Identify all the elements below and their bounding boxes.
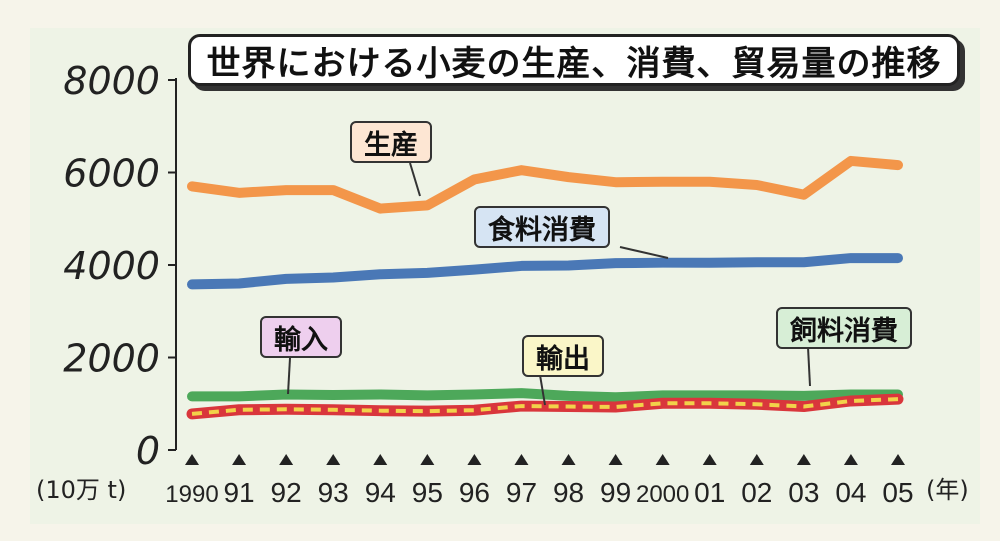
x-tick-marker [232,454,247,465]
chart-title: 世界における小麦の生産、消費、貿易量の推移 [188,34,960,86]
x-tick-label: 04 [835,477,866,508]
y-tick-label: 8000 [63,59,160,103]
y-tick-label: 2000 [63,337,160,381]
label-leader [409,162,421,197]
x-tick-marker [185,454,199,465]
label-leader [539,374,546,406]
x-tick-marker [655,454,670,465]
label-food-consumption: 食料消費 [474,206,610,248]
label-feed-consumption: 飼料消費 [776,307,912,349]
x-tick-label: 02 [741,477,772,508]
x-tick-label: 93 [318,477,349,508]
x-tick-marker [702,454,717,465]
x-tick-label: 05 [882,477,913,508]
x-tick-marker [843,454,858,465]
x-tick-marker [420,454,435,465]
series-line-0 [187,155,903,214]
x-tick-label: 95 [412,477,443,508]
x-tick-label: 94 [365,477,396,508]
unit-label: (10万 t) [36,476,126,504]
x-tick-marker [608,454,623,465]
x-tick-marker [749,454,764,465]
x-tick-label: 2000 [636,481,689,508]
x-tick-label: 99 [600,477,631,508]
x-tick-label: 96 [459,477,490,508]
x-tick-label: 97 [506,477,537,508]
label-leader [287,357,291,395]
label-leader [619,246,669,259]
y-tick-label: 0 [136,429,160,473]
y-tick-label: 4000 [63,244,160,288]
label-import: 輸入 [260,316,342,358]
plot-background [30,28,980,524]
series-line-2 [187,388,903,403]
x-tick-label: 91 [223,477,254,508]
x-tick-marker [891,454,905,465]
x-tick-marker [561,454,576,465]
x-tick-label: 03 [788,477,819,508]
x-tick-label: 92 [271,477,302,508]
label-leader [807,346,811,387]
y-tick-label: 6000 [63,152,160,196]
x-tick-marker [514,454,529,465]
label-production: 生産 [350,121,432,163]
x-tick-marker [467,454,482,465]
year-unit-label: (年) [926,476,969,504]
x-tick-marker [279,454,294,465]
series-line-import [186,393,904,420]
x-tick-marker [373,454,388,465]
series-line-1 [187,253,903,290]
label-export: 輸出 [522,335,604,377]
x-tick-label: 1990 [165,481,218,508]
x-tick-marker [796,454,811,465]
x-tick-label: 01 [694,477,725,508]
x-tick-marker [326,454,341,465]
x-tick-label: 98 [553,477,584,508]
